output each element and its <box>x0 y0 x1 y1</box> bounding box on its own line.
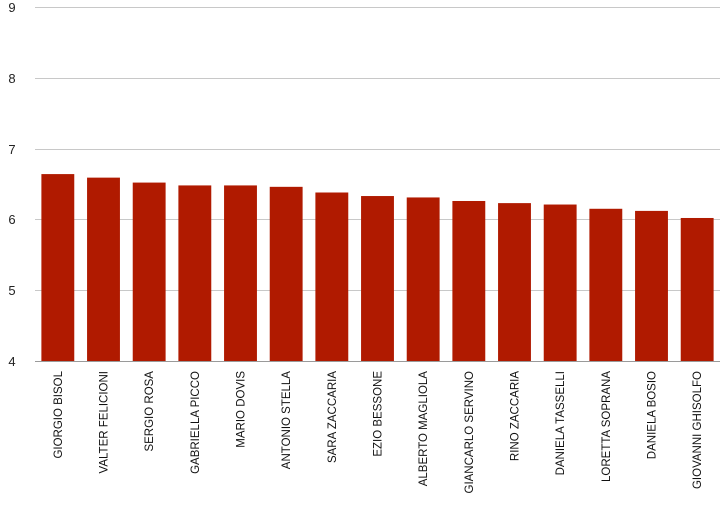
x-tick-label: ALBERTO MAGLIOLA <box>418 371 430 487</box>
x-tick-label: EZIO BESSONE <box>373 371 385 457</box>
x-tick-label: GIOVANNI GHISOLFO <box>692 371 704 489</box>
x-tick-label: DANIELA BOSIO <box>647 371 659 459</box>
x-tick-label: GABRIELLA PICCO <box>190 371 202 474</box>
y-tick-label: 5 <box>8 283 15 298</box>
x-tick-label: VALTER FELICIONI <box>99 371 111 473</box>
bar <box>406 197 440 361</box>
bar <box>315 192 349 361</box>
x-tick-label: DANIELA TASSELLI <box>555 371 567 475</box>
x-tick-label: ANTONIO STELLA <box>281 371 293 470</box>
x-tick-label: LORETTA SOPRANA <box>601 371 613 482</box>
y-tick-label: 9 <box>8 0 15 15</box>
bar <box>224 185 257 361</box>
bar <box>132 182 166 361</box>
y-tick-label: 8 <box>8 71 15 86</box>
bar <box>452 200 486 361</box>
x-tick-label: SERGIO ROSA <box>144 371 156 452</box>
bar <box>269 186 303 361</box>
y-tick-label: 6 <box>8 212 15 227</box>
bar <box>498 203 531 361</box>
bar <box>87 177 120 361</box>
y-tick-label: 4 <box>8 354 15 369</box>
bar <box>543 204 577 361</box>
y-axis-tick-labels: 4 5 6 7 8 9 <box>8 0 15 369</box>
x-tick-label: GIORGIO BISOL <box>53 370 65 458</box>
bar <box>589 208 623 361</box>
bar <box>680 217 714 361</box>
x-tick-label: RINO ZACCARIA <box>510 371 522 461</box>
x-tick-label: GIANCARLO SERVINO <box>464 371 476 494</box>
bar <box>178 185 212 361</box>
x-tick-label: SARA ZACCARIA <box>327 371 339 463</box>
bar <box>635 210 668 361</box>
x-tick-label: MARIO DOVIS <box>236 371 248 448</box>
x-axis-tick-labels: GIORGIO BISOL VALTER FELICIONI SERGIO ROSA… <box>53 370 704 493</box>
bar <box>41 174 75 361</box>
bars <box>41 174 714 361</box>
bar <box>361 196 394 361</box>
y-tick-label: 7 <box>8 142 15 157</box>
